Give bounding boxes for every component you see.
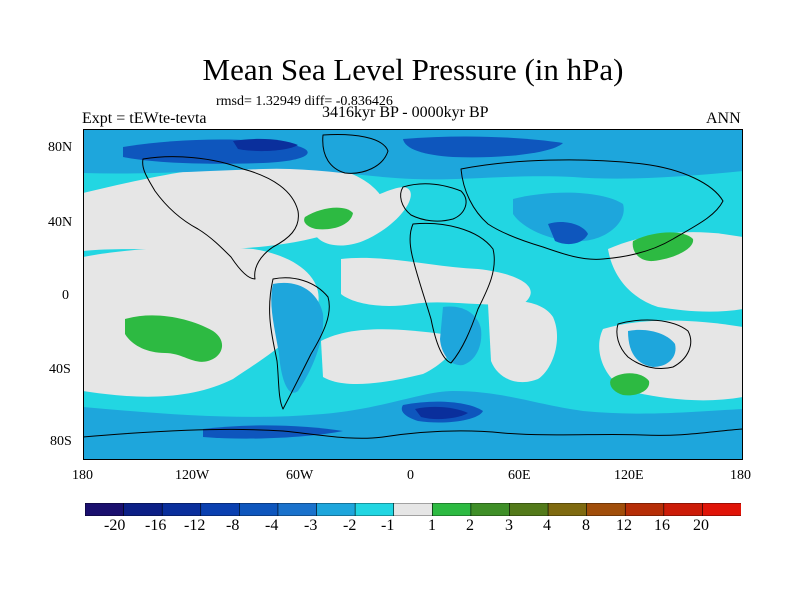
colorbar-swatch <box>431 503 472 516</box>
colorbar-label-m8: -8 <box>226 517 240 534</box>
lon-label-180w: 180 <box>72 468 93 483</box>
lon-label-0: 0 <box>407 468 414 483</box>
colorbar-label-m20: -20 <box>104 517 126 534</box>
deep-blue-region-siberia <box>403 136 563 158</box>
coast-europe <box>400 183 467 222</box>
green-region-north-atlantic <box>304 207 353 230</box>
darkest-blue-region-arctic-core <box>233 138 298 152</box>
map-fields <box>83 129 743 460</box>
coast-asia <box>460 159 724 260</box>
darkest-blue-region-antarctic-core <box>415 406 468 420</box>
lon-label-120w: 120W <box>175 468 210 483</box>
colorbar-label-m1: -1 <box>381 517 395 534</box>
coast-north-america <box>142 156 299 280</box>
lat-label-0: 0 <box>62 288 69 303</box>
colorbar-swatch <box>470 503 511 516</box>
grey-region-north-pacific <box>83 162 383 251</box>
grey-region-central-pacific <box>83 246 319 397</box>
colorbar-swatch <box>586 503 627 516</box>
coast-antarctica <box>83 428 743 439</box>
map-frame <box>83 129 743 460</box>
colorbar-label-m4: -4 <box>265 517 279 534</box>
grey-region-north-atlantic <box>312 187 411 246</box>
lon-label-60e: 60E <box>508 468 531 483</box>
pressure-anomaly-map <box>83 129 743 460</box>
blue-region-southern-ocean <box>83 391 743 460</box>
map-title: Mean Sea Level Pressure (in hPa) <box>202 52 624 87</box>
colorbar-label-m3: -3 <box>304 517 318 534</box>
season-label: ANN <box>706 110 741 127</box>
colorbar-swatch <box>161 503 202 516</box>
grey-region-tropical-atlantic-africa <box>341 257 531 306</box>
colorbar-swatch <box>316 503 356 516</box>
colorbar-label-4: 4 <box>543 517 551 534</box>
colorbar-swatch <box>702 503 741 516</box>
blue-region-south-america <box>271 282 324 393</box>
colorbar <box>85 503 741 516</box>
colorbar-label-m12: -12 <box>184 517 206 534</box>
coast-greenland <box>322 134 389 174</box>
colorbar-swatch <box>85 503 125 516</box>
colorbar-label-3: 3 <box>505 517 513 534</box>
coast-australia <box>616 319 692 370</box>
blue-region-australia <box>628 329 676 367</box>
colorbar-swatch <box>277 503 318 516</box>
lat-label-40n: 40N <box>48 215 73 230</box>
lon-label-120e: 120E <box>614 468 644 483</box>
colorbar-label-20: 20 <box>693 517 709 534</box>
colorbar-label-2: 2 <box>466 517 474 534</box>
blue-region-asia <box>513 192 624 242</box>
coast-africa <box>409 222 495 364</box>
colorbar-swatch <box>123 503 163 516</box>
lon-label-180e: 180 <box>730 468 751 483</box>
colorbar-swatch <box>624 503 665 516</box>
colorbar-swatch <box>547 503 588 516</box>
grey-region-indian-ocean <box>488 300 558 383</box>
green-region-south-pacific <box>125 315 223 362</box>
colorbar-swatch <box>393 503 434 516</box>
colorbar-label-1: 1 <box>428 517 436 534</box>
deep-blue-region-antarctica <box>203 425 343 439</box>
lat-label-40s: 40S <box>49 362 71 377</box>
lat-label-80s: 80S <box>50 434 72 449</box>
coastlines <box>83 134 743 439</box>
green-region-south-indian <box>610 373 650 396</box>
lat-label-80n: 80N <box>48 140 73 155</box>
lon-label-60w: 60W <box>286 468 314 483</box>
colorbar-label-m16: -16 <box>145 517 167 534</box>
blue-region-southern-africa <box>440 306 482 366</box>
experiment-label: Expt = tEWte-tevta <box>82 110 207 127</box>
colorbar-swatch <box>354 503 395 516</box>
colorbar-label-m2: -2 <box>343 517 357 534</box>
colorbar-swatch <box>663 503 704 516</box>
stats-text: rmsd= 1.32949 diff= -0.836426 <box>216 94 393 109</box>
green-region-north-pacific-west <box>632 232 694 262</box>
colorbar-swatch <box>239 503 279 516</box>
colorbar-label-12: 12 <box>616 517 632 534</box>
period-label: 3416kyr BP - 0000kyr BP <box>322 104 489 121</box>
deep-blue-region-east-asia <box>548 222 588 245</box>
coast-south-america <box>269 277 330 410</box>
colorbar-swatch <box>200 503 241 516</box>
colorbar-swatch <box>509 503 549 516</box>
colorbar-label-16: 16 <box>654 517 670 534</box>
grey-region-south-atlantic <box>321 329 454 385</box>
colorbar-label-8: 8 <box>582 517 590 534</box>
